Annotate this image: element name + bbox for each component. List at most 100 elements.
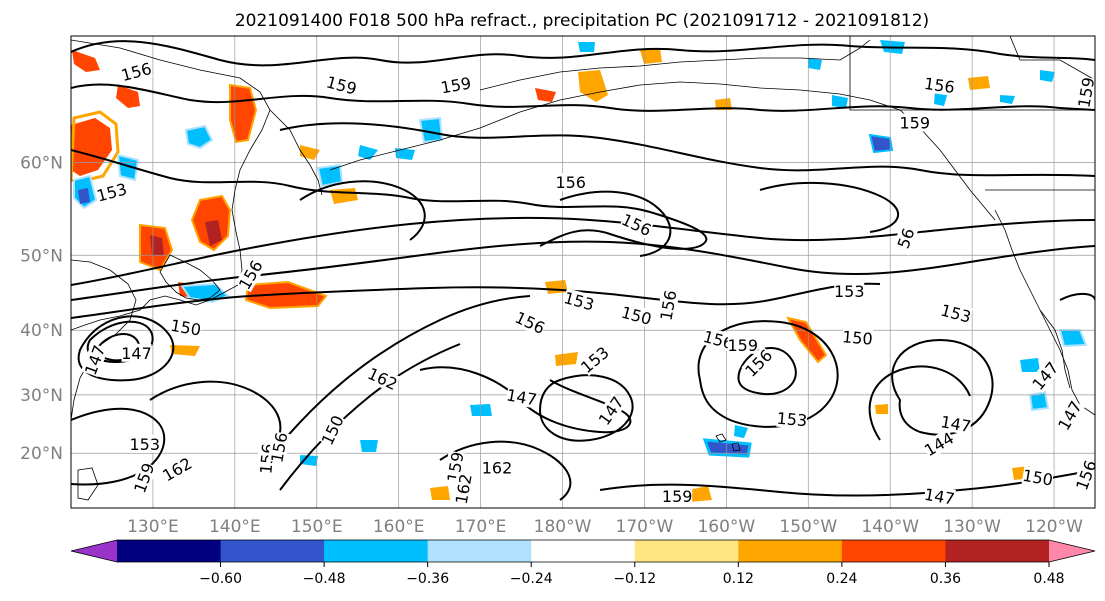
colorbar-segment — [634, 540, 739, 562]
map-title: 2021091400 F018 500 hPa refract., precip… — [235, 11, 929, 31]
colorbar-tick-label: −0.36 — [406, 571, 449, 587]
latitude-tick-label: 60°N — [20, 154, 63, 174]
contour-label-bg — [129, 434, 160, 453]
contour-label-bg — [1072, 457, 1095, 493]
contour-label-bg — [619, 302, 654, 328]
colorbar-extend-low — [71, 540, 117, 562]
contour-label: 156 — [555, 173, 586, 192]
contour-label-bg — [923, 484, 956, 508]
latitude-tick-label: 50°N — [20, 246, 63, 266]
contour-label-bg — [169, 315, 203, 339]
longitude-tick-label: 180°W — [534, 517, 592, 537]
contour-label-bg — [481, 458, 512, 477]
contour-label-bg — [562, 288, 596, 314]
colorbar-segment — [841, 540, 946, 562]
contour-label-bg — [121, 343, 152, 362]
contour-label-bg — [701, 326, 736, 353]
latitude-tick-label: 40°N — [20, 321, 63, 341]
colorbar-tick-label: 0.48 — [1033, 571, 1064, 587]
contour-label-bg — [159, 453, 195, 485]
longitude-tick-label: 150°W — [779, 517, 837, 537]
contour-label-bg — [834, 282, 865, 301]
contour-label-bg — [94, 179, 129, 205]
contour-label-bg — [1028, 358, 1062, 393]
latitude-tick-label: 30°N — [20, 386, 63, 406]
contour-label-bg — [939, 300, 973, 326]
contour-label: 156 — [923, 74, 956, 97]
precip-shading — [71, 40, 1088, 502]
colorbar-tick-labels: −0.60 −0.48 −0.36 −0.24 −0.12 0.12 0.24 0.36 0.4… — [199, 562, 1065, 587]
contour-label: 153 — [129, 435, 160, 454]
contour-label-bg — [81, 342, 109, 378]
contour-label-bg — [741, 345, 776, 380]
longitude-tick-label: 160°E — [373, 517, 425, 537]
contour-label-bg — [130, 460, 158, 496]
contour-label-bg — [324, 72, 359, 98]
contour-label: 147 — [923, 485, 956, 509]
longitude-tick-label: 150°E — [291, 517, 343, 537]
contour-label-bg — [577, 343, 612, 377]
contour-label-bg — [1054, 397, 1085, 433]
latitude-labels: 20°N 30°N 40°N 50°N 60°N — [20, 154, 63, 465]
colorbar-tick-label: 0.24 — [826, 571, 857, 587]
contour-label-bg — [512, 307, 548, 337]
colorbar-tick-label: 0.12 — [723, 571, 754, 587]
map-frame — [70, 35, 1096, 509]
colorbar-segment — [117, 540, 222, 562]
latitude-tick-label: 20°N — [20, 444, 63, 464]
longitude-tick-label: 120°W — [1025, 517, 1083, 537]
colorbar-segment — [738, 540, 843, 562]
contour-label-bg — [451, 472, 475, 506]
colorbar-segment — [531, 540, 636, 562]
contour-label-bg — [267, 431, 291, 464]
contour-label: 159 — [900, 114, 931, 133]
longitude-tick-label: 140°E — [209, 517, 261, 537]
gridlines — [71, 36, 1095, 508]
contour-label-bg — [841, 327, 874, 348]
colorbar-tick-label: −0.12 — [613, 571, 656, 587]
colorbar-extend-high — [1049, 540, 1095, 562]
contour-label-bg — [505, 385, 539, 409]
colorbar-tick-label: −0.60 — [199, 571, 242, 587]
contour-label-bg — [235, 257, 266, 293]
contour-label: 159 — [727, 336, 758, 355]
colorbar-outline — [70, 539, 1096, 563]
colorbar-tick-label: −0.48 — [303, 571, 346, 587]
contour-label-bg — [656, 288, 680, 322]
contour-label: 162 — [482, 458, 513, 477]
contour-label: 153 — [834, 282, 865, 301]
contour-label: 159 — [662, 487, 693, 506]
longitude-tick-label: 160°W — [697, 517, 755, 537]
colorbar-tick-label: −0.24 — [510, 571, 553, 587]
contour-label: 150 — [841, 327, 873, 349]
contour-label: 153 — [776, 409, 808, 431]
contour-label-bg — [439, 73, 473, 97]
contour-label: 159 — [1074, 76, 1098, 109]
contour-label-bg — [317, 412, 347, 448]
colorbar-segment — [945, 540, 1050, 562]
contour-label-bg — [119, 58, 154, 85]
longitude-tick-label: 130°W — [943, 517, 1001, 537]
contour-label-bg — [727, 335, 758, 354]
contour-label-bg — [1074, 76, 1095, 109]
contour-label-bg — [923, 73, 956, 96]
contour-label: 147 — [121, 344, 152, 363]
contour-label-bg — [555, 173, 586, 192]
contour-label-bg — [921, 428, 957, 460]
longitude-labels: 130°E 140°E 150°E 160°E 170°E 180°W 170°W 160°W… — [127, 517, 1083, 537]
contour-label-bg — [899, 113, 930, 132]
contour-label-bg — [892, 220, 920, 256]
longitude-tick-label: 170°W — [616, 517, 674, 537]
colorbar-tick-label: 0.36 — [930, 571, 961, 587]
contour-label-bg — [662, 487, 693, 506]
contour-label-bg — [594, 393, 627, 429]
colorbar-segment — [220, 540, 325, 562]
colorbar-segment — [324, 540, 429, 562]
longitude-tick-label: 130°E — [127, 517, 179, 537]
contour-label-bg — [1021, 465, 1055, 489]
colorbar — [70, 539, 1096, 563]
longitude-tick-label: 140°W — [861, 517, 919, 537]
precip-blob-positive — [71, 118, 112, 176]
contour-label-bg — [365, 364, 401, 394]
